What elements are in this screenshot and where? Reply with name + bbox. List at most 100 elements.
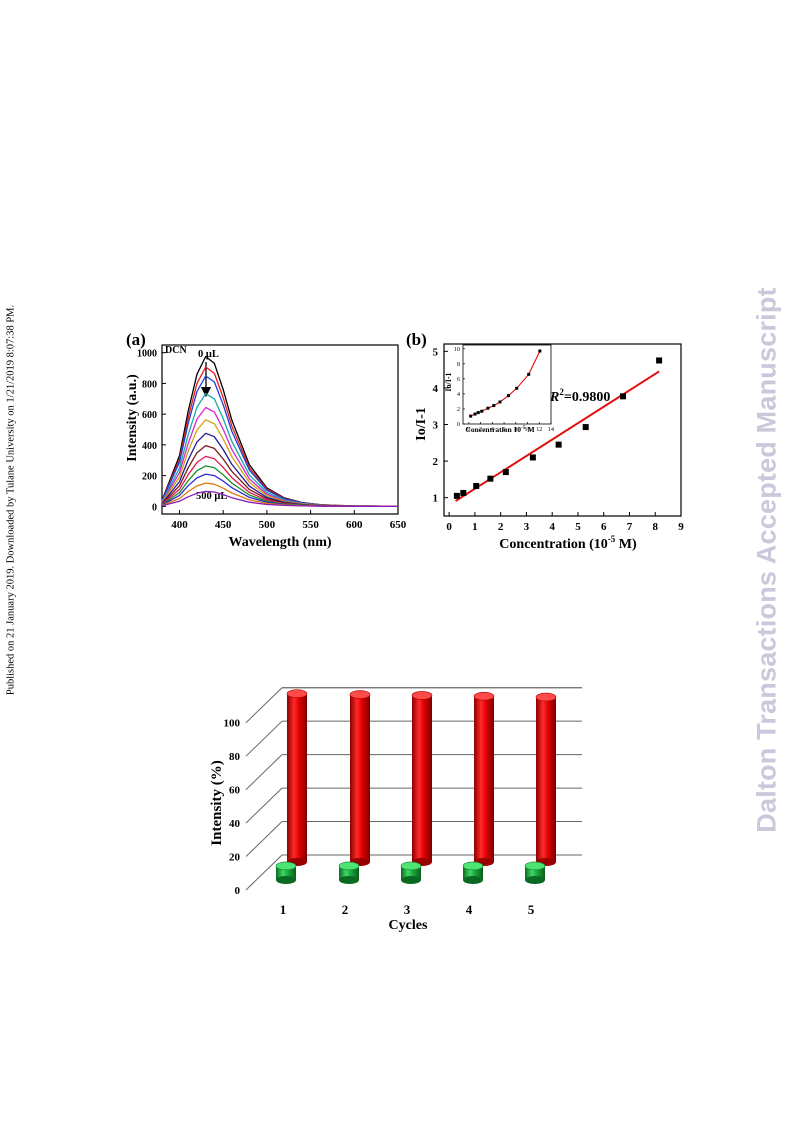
cycles-x-tick-label: 2	[342, 902, 349, 917]
panel-b-frame	[443, 343, 682, 517]
panel-b-x-tick-label: 0	[446, 521, 452, 533]
panel-a-spectrum-line	[161, 355, 399, 507]
panel-b-x-tick-label: 2	[498, 521, 504, 533]
panel-b-y-tick-label: 3	[433, 420, 439, 432]
panel-b-inset-x-tick-label: 4	[491, 427, 494, 433]
panel-b-inset-x-tick-label: 8	[514, 427, 517, 433]
panel-b-x-tick-label: 6	[601, 521, 607, 533]
panel-a-x-axis-label: Wavelength (nm)	[228, 535, 331, 550]
cycles-bar-green-cap	[338, 861, 360, 871]
cycles-x-tick-label: 4	[466, 902, 473, 917]
cycles-x-tick-label: 3	[404, 902, 411, 917]
panel-a-spectrum-line	[161, 393, 399, 507]
panel-a-x-tick-label: 500	[259, 519, 276, 531]
panel-a-spectrum-line	[161, 490, 398, 507]
panel-b-inset-data-point	[492, 404, 496, 408]
cycles-bar-green-base	[339, 876, 359, 884]
panel-b-data-point	[555, 441, 562, 448]
panel-b-data-point	[656, 357, 663, 364]
panel-b-data-point	[582, 424, 589, 431]
panel-a-x-tick-label: 450	[215, 519, 232, 531]
panel-b-y-tick-label: 2	[433, 456, 439, 468]
panel-b-data-point	[453, 492, 460, 499]
panel-b-inset-x-axis-label: Concentration 10-5 M	[465, 425, 534, 434]
cycles-bar-green-cap	[524, 861, 546, 871]
panel-b-inset-data-point	[469, 414, 473, 418]
cycles-y-tick-label: 100	[224, 718, 241, 730]
panel-b-inset-data-point	[506, 394, 510, 398]
panel-b-x-tick-label: 3	[524, 521, 530, 533]
cycles-grid-diagonal	[245, 754, 283, 790]
cycles-y-axis-label: Intensity (%)	[209, 760, 225, 845]
cycles-bar-green-base	[525, 876, 545, 884]
panel-a-y-tick-label: 400	[142, 441, 157, 452]
cycles-bar-red	[412, 695, 432, 862]
panel-b-x-tick-label: 9	[678, 521, 684, 533]
cycles-bar-red-cap	[349, 690, 371, 699]
cycles-bar-green-cap	[400, 861, 422, 871]
panel-b-x-tick-label: 8	[652, 521, 658, 533]
cycles-grid-diagonal	[245, 787, 283, 824]
cycles-bar-red-cap	[473, 691, 495, 701]
panel-a-y-tick-label: 600	[142, 410, 157, 421]
cycles-grid-diagonal	[245, 854, 283, 891]
panel-b-inset-y-tick-label: 2	[457, 407, 460, 413]
cycles-grid-diagonal	[245, 720, 283, 757]
panel-a-y-tick-label: 1000	[137, 349, 157, 360]
panel-b-data-point	[529, 454, 536, 461]
panel-b-inset-y-tick-label: 10	[454, 347, 460, 353]
cycles-y-tick-label: 40	[229, 818, 241, 830]
cycles-y-tick-label: 60	[229, 785, 241, 797]
panel-b-x-tick-label: 1	[472, 521, 478, 533]
panel-b-data-point	[502, 469, 509, 476]
panel-b-inset-x-tick-label: 12	[536, 427, 542, 433]
cycles-bar-red	[536, 697, 556, 862]
cycles-grid-diagonal	[245, 821, 283, 857]
panel-b-inset-x-tick-label: 14	[548, 427, 554, 433]
panel-b-r-squared: R2=0.9800	[549, 387, 610, 405]
panel-b-inset-data-point	[498, 400, 502, 404]
cycles-bar-green-base	[463, 876, 483, 884]
panel-b-inset-y-tick-label: 4	[457, 392, 460, 398]
panel-b-inset-y-tick-label: 0	[457, 422, 460, 428]
cycles-x-tick-label: 1	[280, 902, 287, 917]
panel-b-x-tick-label: 4	[549, 521, 555, 533]
panel-b-y-tick-label: 5	[433, 346, 439, 358]
panel-b-y-tick-label: 4	[433, 383, 439, 395]
panel-a-frame	[161, 344, 399, 515]
panel-b-inset-data-point	[527, 372, 531, 376]
panel-a-plot: 400 450 500 550 600 650 0 200 400 600 800 1000	[137, 344, 407, 531]
panel-b-data-point	[487, 475, 494, 482]
panel-b-y-axis-label: Io/I-1	[414, 407, 429, 440]
cycles-grid-diagonal	[245, 687, 283, 724]
panel-b-x-axis-label: Concentration (10-5 M)	[499, 534, 637, 552]
panel-b-inset-data-point	[476, 411, 480, 415]
panel-b-inset-y-axis-label: Io/I-1	[444, 372, 453, 391]
cycles-plot: 0 20 40 60 80 100 1 2 3 4 5	[224, 687, 582, 917]
cycles-bar-red	[474, 696, 494, 862]
cycles-bar-red-cap	[535, 692, 557, 702]
panel-b-data-point	[473, 482, 480, 489]
panel-b-inset-x-tick-label: 0	[467, 427, 470, 433]
panel-b-data-point	[460, 489, 467, 496]
panel-b-inset-y-tick-label: 8	[457, 362, 460, 368]
panel-a-y-axis-label: Intensity (a.u.)	[125, 374, 140, 462]
panel-b-x-tick-label: 5	[575, 521, 581, 533]
cycles-bar-green-base	[401, 876, 421, 884]
panel-a-sample-label: DCN	[165, 345, 187, 356]
panel-b-inset-y-tick-label: 6	[457, 377, 460, 383]
cycles-x-tick-label: 5	[528, 902, 535, 917]
panel-b-inset-x-tick-label: 2	[479, 427, 482, 433]
panel-b-y-tick-label: 1	[433, 493, 439, 505]
cycles-x-axis-label: Cycles	[389, 918, 428, 933]
panel-a-y-tick-label: 200	[142, 472, 157, 483]
panel-a-top-label: 0 μL	[198, 349, 219, 360]
cycles-bar-green-base	[276, 876, 296, 884]
cycles-bar-green-cap	[462, 861, 484, 871]
panel-b-data-point	[620, 393, 627, 400]
panel-b-inset-frame	[462, 344, 552, 425]
cycles-bar-green-cap	[275, 861, 297, 871]
cycles-y-tick-label: 80	[229, 751, 241, 763]
panel-a-x-tick-label: 600	[346, 519, 363, 531]
